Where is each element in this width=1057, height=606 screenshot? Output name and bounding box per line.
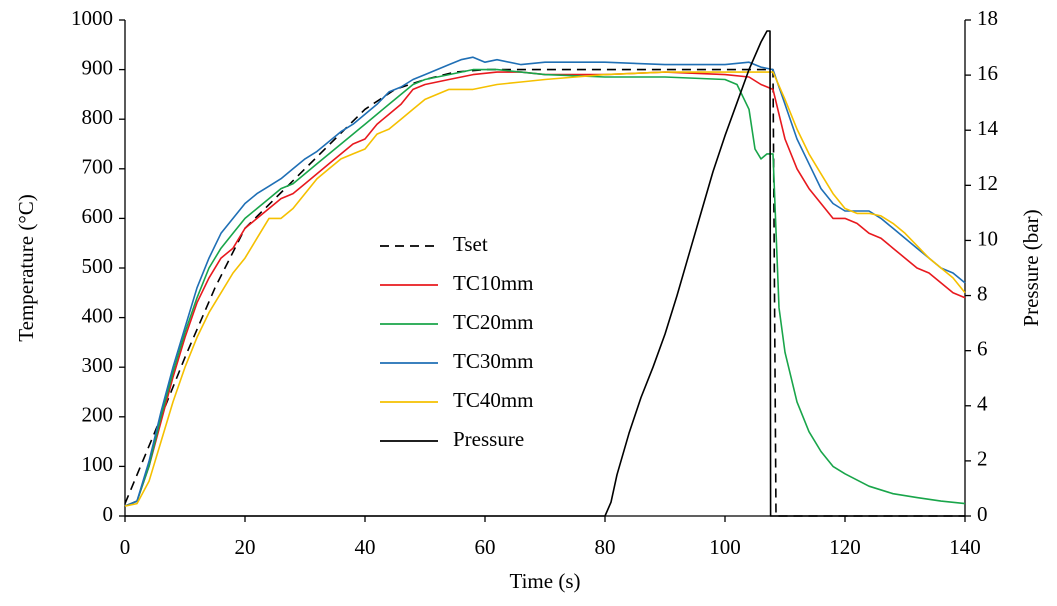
y2-tick-label: 16 (977, 61, 998, 85)
legend-label: TC30mm (453, 349, 534, 373)
legend-label: TC20mm (453, 310, 534, 334)
x-tick-label: 140 (949, 535, 981, 559)
x-tick-label: 40 (355, 535, 376, 559)
legend-label: Pressure (453, 427, 524, 451)
y2-tick-label: 0 (977, 502, 988, 526)
y-tick-label: 400 (82, 303, 114, 327)
y2-axis-label: Pressure (bar) (1019, 209, 1043, 326)
y2-tick-label: 10 (977, 226, 998, 250)
y2-tick-label: 4 (977, 392, 988, 416)
y2-tick-label: 8 (977, 281, 988, 305)
y-tick-label: 200 (82, 403, 114, 427)
legend-label: TC10mm (453, 271, 534, 295)
y-tick-label: 1000 (71, 6, 113, 30)
y2-tick-label: 18 (977, 6, 998, 30)
series-line (124, 71, 966, 507)
x-tick-label: 60 (475, 535, 496, 559)
x-tick-label: 120 (829, 535, 861, 559)
y-tick-label: 900 (82, 55, 114, 79)
series-line (124, 56, 966, 507)
y-tick-label: 700 (82, 155, 114, 179)
y-tick-label: 300 (82, 353, 114, 377)
x-tick-label: 20 (235, 535, 256, 559)
y-tick-label: 0 (103, 502, 114, 526)
y-tick-label: 800 (82, 105, 114, 129)
series-line (124, 68, 965, 517)
y2-tick-label: 6 (977, 336, 988, 360)
series-line (124, 68, 966, 507)
y2-tick-label: 2 (977, 447, 988, 471)
legend-label: TC40mm (453, 388, 534, 412)
x-tick-label: 100 (709, 535, 741, 559)
x-tick-label: 80 (595, 535, 616, 559)
series-line (124, 71, 966, 507)
y-tick-label: 600 (82, 204, 114, 228)
y-tick-label: 500 (82, 254, 114, 278)
y-tick-label: 100 (82, 452, 114, 476)
y2-tick-label: 12 (977, 171, 998, 195)
y2-tick-label: 14 (977, 116, 999, 140)
legend-label: Tset (453, 232, 488, 256)
y-axis-label: Temperature (°C) (14, 194, 38, 341)
x-axis-label: Time (s) (510, 569, 581, 593)
series-line (125, 30, 965, 517)
x-tick-label: 0 (120, 535, 131, 559)
